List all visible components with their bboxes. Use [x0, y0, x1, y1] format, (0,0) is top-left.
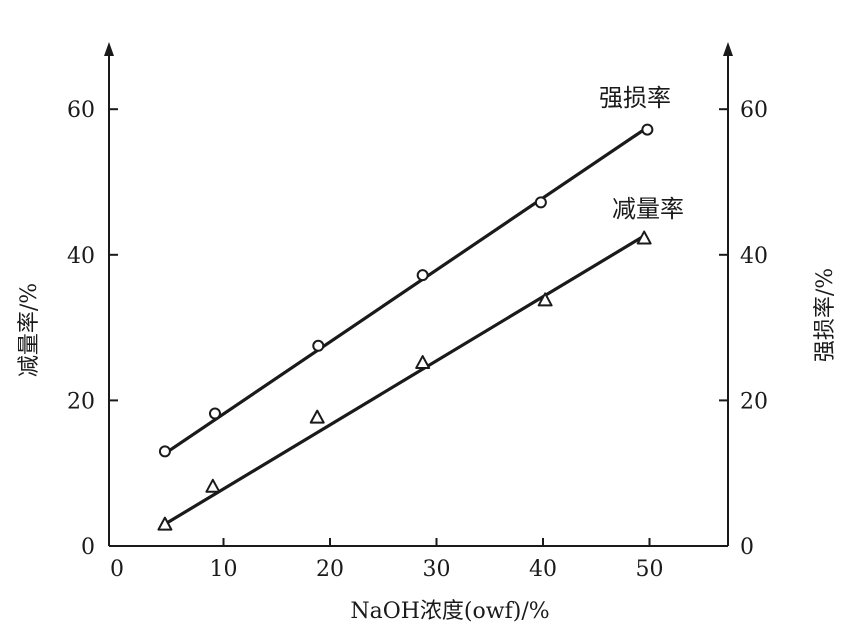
data-point-circle	[208, 407, 221, 420]
x-tick-label: 40	[529, 557, 557, 582]
series-line-qiangsunlu	[163, 125, 649, 456]
y-axis-label-right: 强损率/%	[813, 268, 838, 362]
data-point-triangle	[309, 409, 325, 424]
data-point-triangle	[636, 230, 652, 245]
series-markers	[157, 123, 654, 531]
y-tick-right-label: 60	[740, 98, 768, 123]
y-tick-left-label: 0	[81, 535, 95, 560]
y-tick-left-label: 40	[67, 244, 95, 269]
y-tick-left-label: 60	[67, 98, 95, 123]
x-axis-label: NaOH浓度(owf)/%	[350, 599, 549, 624]
data-point-circle	[534, 196, 547, 209]
series-label-qiangsunlu: 强损率	[599, 84, 671, 112]
data-point-triangle	[415, 355, 431, 370]
x-tick-label: 0	[110, 557, 124, 582]
y-axis-label-left: 减量率/%	[17, 283, 42, 377]
y-tick-left-label: 20	[67, 389, 95, 414]
axes	[104, 42, 733, 547]
data-point-circle	[312, 339, 325, 352]
x-tick-label: 20	[316, 557, 344, 582]
y-tick-right-label: 20	[740, 389, 768, 414]
data-point-circle	[641, 123, 654, 136]
y-tick-right-label: 0	[740, 535, 754, 560]
x-tick-label: 10	[210, 557, 238, 582]
y-tick-right-label: 40	[740, 244, 768, 269]
y-axis-right-arrow	[723, 42, 733, 56]
data-point-triangle	[537, 292, 553, 307]
data-point-circle	[158, 445, 171, 458]
series-line-jianlianglu	[163, 234, 646, 526]
x-tick-label: 50	[636, 557, 664, 582]
y-axis-left-arrow	[104, 42, 114, 56]
data-point-triangle	[205, 478, 221, 493]
series-lines	[163, 125, 649, 526]
series-label-jianlianglu: 减量率	[612, 195, 684, 223]
x-tick-label: 30	[423, 557, 451, 582]
data-point-circle	[416, 269, 429, 282]
data-point-triangle	[157, 516, 173, 531]
